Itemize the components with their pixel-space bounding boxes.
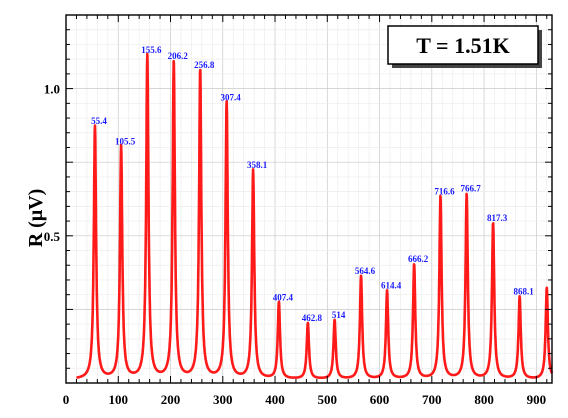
x-tick-label: 0 xyxy=(63,392,70,407)
peak-label: 256.8 xyxy=(194,60,215,70)
peak-label: 358.1 xyxy=(247,160,268,170)
peak-label: 614.4 xyxy=(381,281,402,291)
peak-label: 716.6 xyxy=(434,186,455,196)
temperature-annotation: T = 1.51K xyxy=(416,33,509,58)
peak-label: 105.5 xyxy=(115,136,136,146)
x-tick-label: 900 xyxy=(527,392,547,407)
x-tick-label: 300 xyxy=(213,392,233,407)
x-tick-label: 200 xyxy=(161,392,181,407)
peak-label: 766.7 xyxy=(461,184,482,194)
peak-label: 564.6 xyxy=(355,266,376,276)
peak-label: 206.2 xyxy=(168,51,189,61)
peak-label: 868.1 xyxy=(514,287,535,297)
x-tick-label: 400 xyxy=(265,392,285,407)
x-tick-label: 600 xyxy=(370,392,390,407)
y-axis-label: R (μV) xyxy=(25,189,47,248)
temperature-box: T = 1.51K xyxy=(388,26,542,68)
peak-label: 514 xyxy=(332,310,346,320)
x-tick-label: 800 xyxy=(474,392,494,407)
peak-label: 462.8 xyxy=(302,313,323,323)
peak-label: 407.4 xyxy=(273,292,294,302)
y-tick-label: 1.0 xyxy=(44,82,60,97)
peak-label: 155.6 xyxy=(141,45,162,55)
x-tick-label: 700 xyxy=(422,392,442,407)
peak-label: 666.2 xyxy=(408,254,429,264)
peak-label: 55.4 xyxy=(91,116,107,126)
peak-label: 307.4 xyxy=(221,92,242,102)
peak-label: 817.3 xyxy=(487,213,508,223)
x-tick-label: 100 xyxy=(109,392,129,407)
x-tick-label: 500 xyxy=(318,392,338,407)
